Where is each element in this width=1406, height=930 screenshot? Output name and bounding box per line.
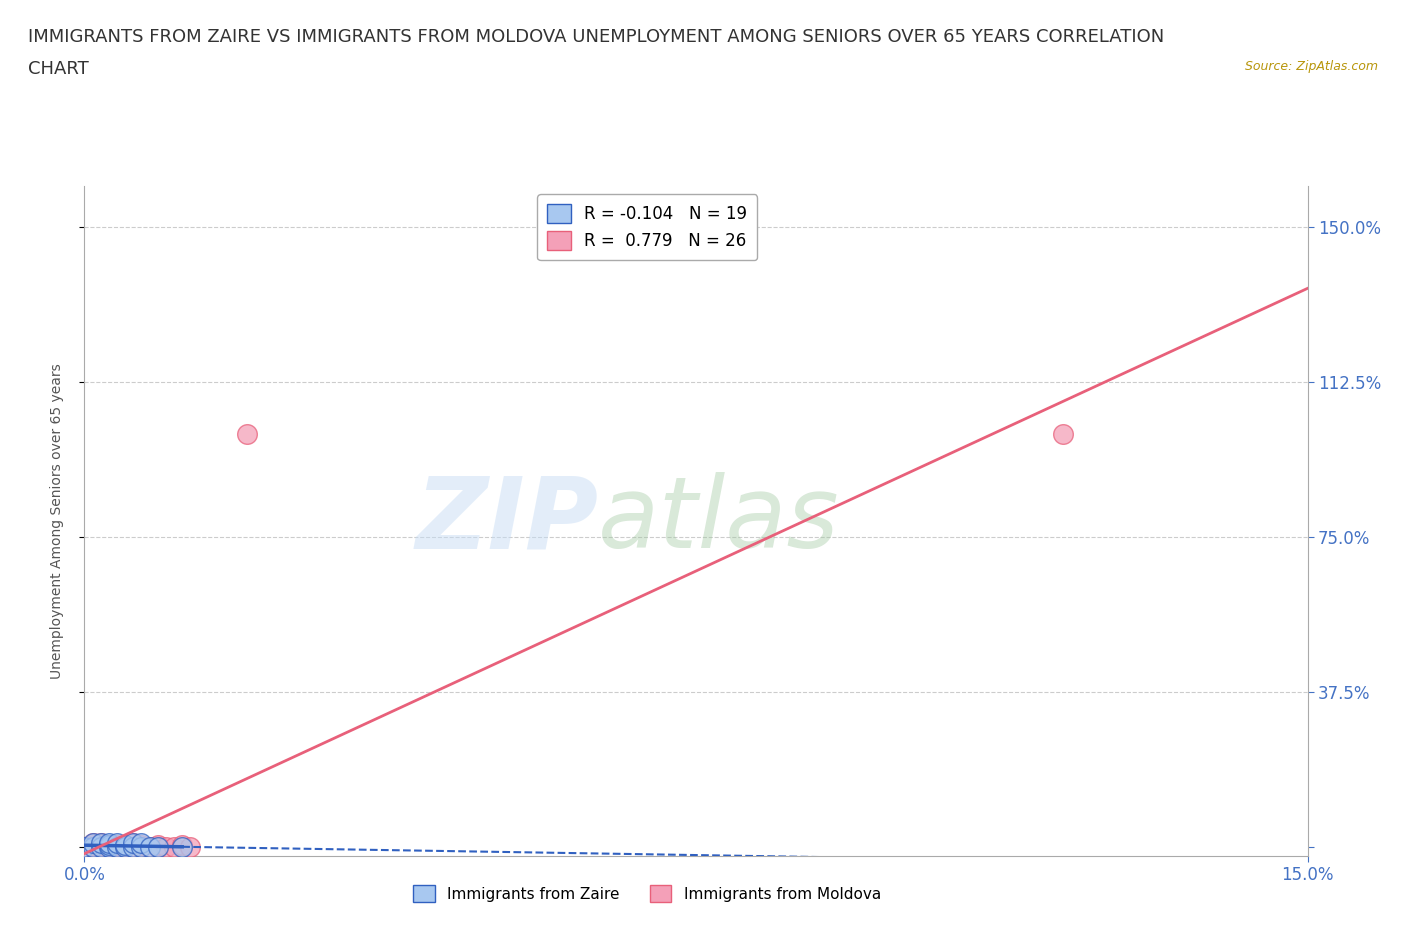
Point: [82, 838, 104, 853]
Point: [146, 840, 169, 855]
Point: [122, 840, 145, 855]
Y-axis label: Unemployment Among Seniors over 65 years: Unemployment Among Seniors over 65 years: [49, 363, 63, 679]
Point: [131, 840, 153, 855]
Point: [163, 840, 186, 855]
Point: [131, 838, 153, 853]
Point: [82, 840, 104, 855]
Point: [73, 840, 96, 855]
Point: [105, 838, 128, 853]
Point: [1052, 427, 1074, 442]
Point: [114, 840, 136, 855]
Point: [90, 836, 112, 851]
Point: [82, 840, 104, 855]
Text: Source: ZipAtlas.com: Source: ZipAtlas.com: [1244, 60, 1378, 73]
Point: [146, 840, 169, 855]
Point: [131, 836, 153, 851]
Point: [90, 836, 112, 851]
Point: [105, 836, 128, 851]
Text: CHART: CHART: [28, 60, 89, 78]
Point: [82, 836, 104, 851]
Point: [97, 840, 120, 855]
Point: [105, 840, 128, 855]
Legend: Immigrants from Zaire, Immigrants from Moldova: Immigrants from Zaire, Immigrants from M…: [408, 880, 887, 909]
Point: [236, 427, 259, 442]
Point: [114, 838, 136, 853]
Point: [105, 840, 128, 855]
Point: [172, 840, 194, 855]
Text: IMMIGRANTS FROM ZAIRE VS IMMIGRANTS FROM MOLDOVA UNEMPLOYMENT AMONG SENIORS OVER: IMMIGRANTS FROM ZAIRE VS IMMIGRANTS FROM…: [28, 28, 1164, 46]
Point: [122, 836, 145, 851]
Point: [82, 836, 104, 851]
Text: ZIP: ZIP: [415, 472, 598, 569]
Point: [90, 840, 112, 855]
Point: [131, 840, 153, 855]
Point: [122, 836, 145, 851]
Point: [114, 840, 136, 855]
Point: [155, 840, 177, 855]
Point: [179, 840, 201, 855]
Point: [73, 840, 96, 855]
Point: [172, 838, 194, 853]
Point: [90, 840, 112, 855]
Point: [138, 840, 160, 855]
Point: [90, 838, 112, 853]
Point: [97, 836, 120, 851]
Point: [97, 840, 120, 855]
Point: [97, 838, 120, 853]
Point: [114, 838, 136, 853]
Point: [138, 840, 160, 855]
Point: [122, 840, 145, 855]
Point: [146, 838, 169, 853]
Point: [97, 838, 120, 853]
Text: atlas: atlas: [598, 472, 839, 569]
